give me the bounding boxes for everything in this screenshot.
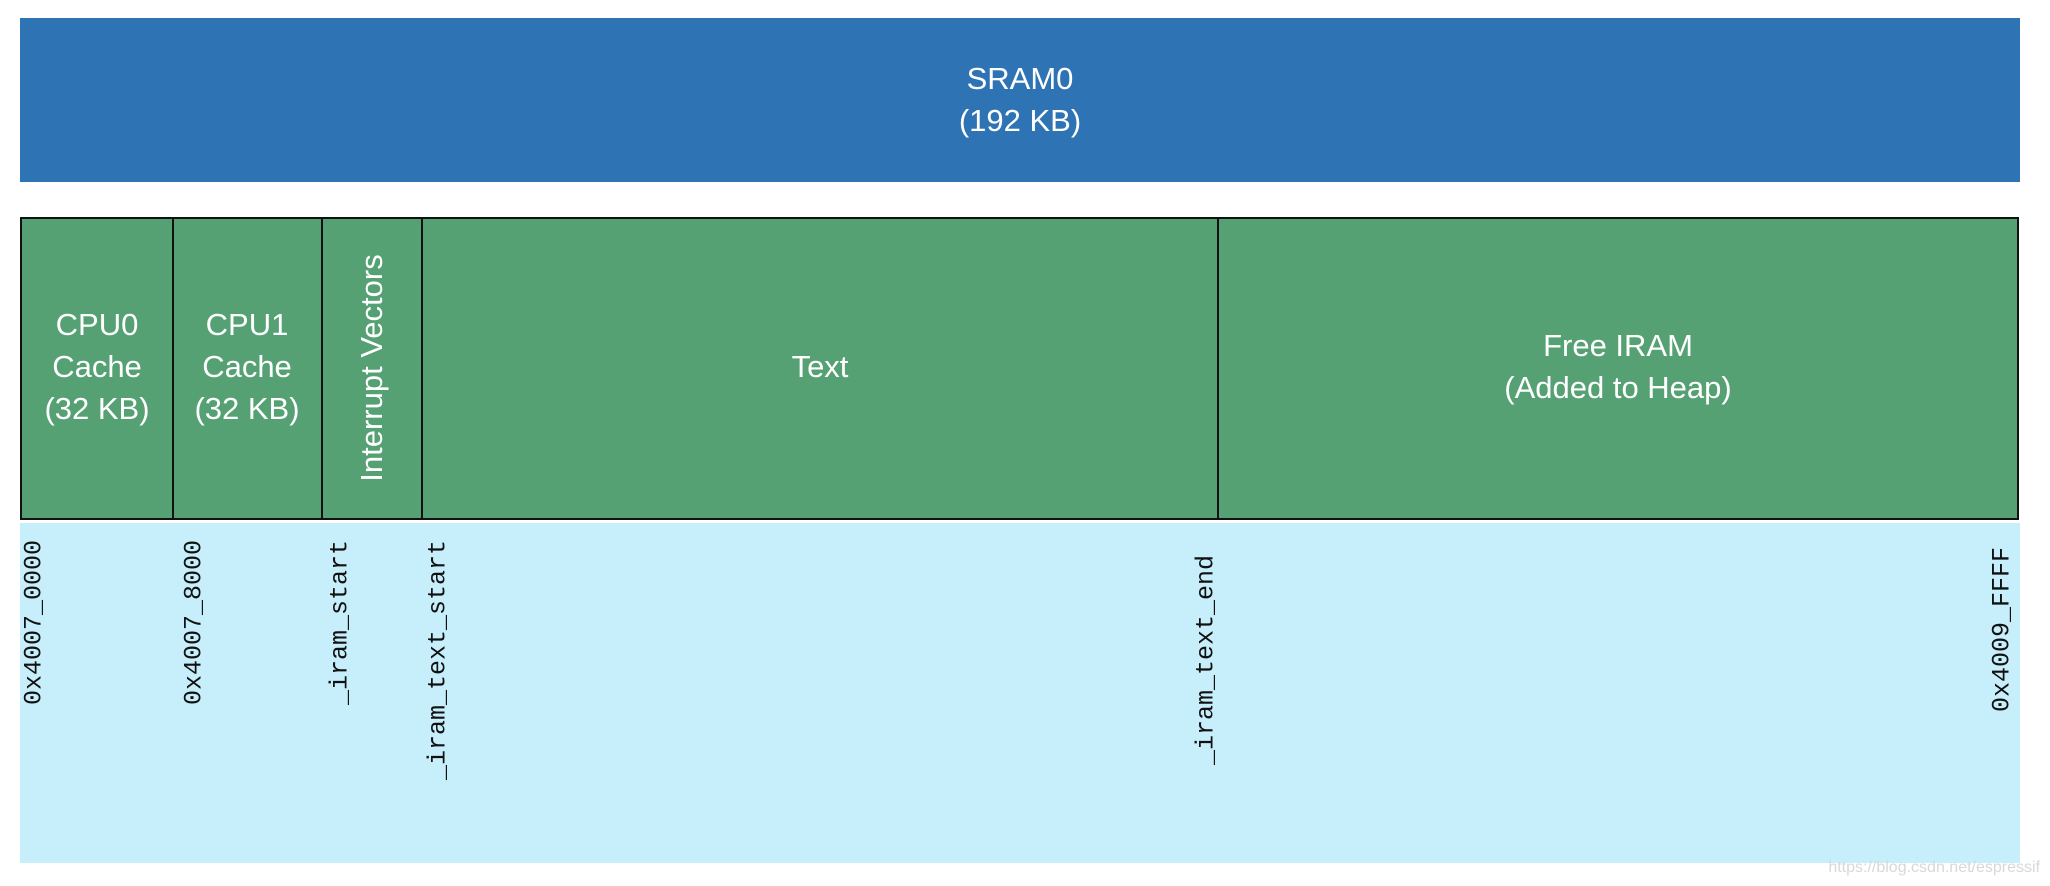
address-label: _iram_text_start [424, 540, 453, 781]
region-label: Free IRAM [1543, 328, 1693, 363]
iram-box [20, 217, 2019, 520]
address-label: _iram_start [326, 540, 355, 706]
address-band [20, 523, 2020, 863]
region-label: CPU1 [206, 307, 289, 342]
sram-bar [20, 18, 2020, 182]
region-label: (Added to Heap) [1504, 370, 1731, 405]
region-label: (32 KB) [194, 391, 299, 426]
region-label: (32 KB) [44, 391, 149, 426]
address-label: 0x4009_FFFF [1988, 547, 2017, 712]
watermark: https://blog.csdn.net/espressif [1828, 859, 2040, 876]
sram-size: (192 KB) [959, 103, 1081, 138]
region-label: Cache [202, 349, 292, 384]
region-label: Interrupt Vectors [354, 254, 389, 481]
region-label: Cache [52, 349, 142, 384]
address-label: 0x4007_8000 [180, 540, 209, 705]
address-label: _iram_text_end [1192, 555, 1221, 766]
sram-title: SRAM0 [967, 61, 1074, 96]
address-label: 0x4007_0000 [20, 540, 49, 705]
region-label: CPU0 [56, 307, 139, 342]
region-label: Text [792, 349, 849, 384]
